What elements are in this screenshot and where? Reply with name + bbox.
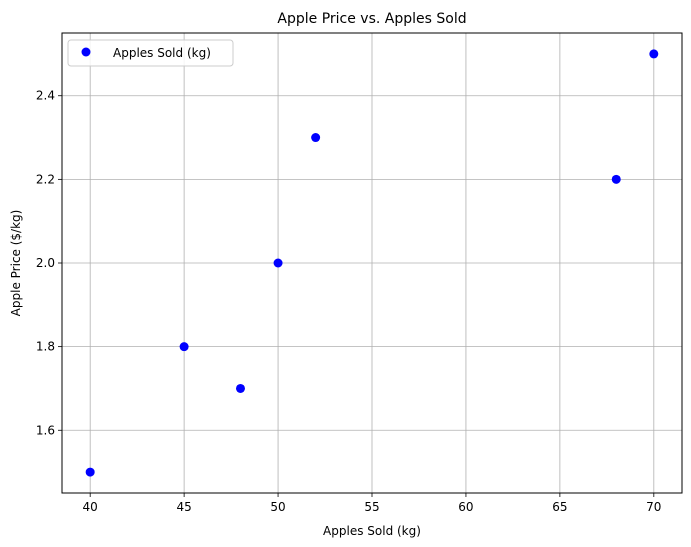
x-tick-label: 40 — [83, 500, 98, 514]
data-point — [85, 467, 95, 477]
y-tick-label: 2.2 — [36, 172, 55, 186]
x-tick-label: 60 — [458, 500, 473, 514]
x-tick-label: 45 — [176, 500, 191, 514]
data-point — [179, 342, 189, 352]
x-tick-label: 55 — [364, 500, 379, 514]
y-tick-label: 1.8 — [36, 340, 55, 354]
x-tick-label: 70 — [646, 500, 661, 514]
legend-box — [67, 39, 234, 67]
axis-ticks: 40 45 50 55 60 65 70 1.6 1.8 2.0 2.2 2.4 — [36, 89, 662, 514]
data-points — [85, 49, 659, 477]
grid-lines — [62, 33, 682, 493]
data-point — [611, 174, 621, 184]
legend-label: Apples Sold (kg) — [113, 46, 211, 60]
data-point — [273, 258, 283, 268]
data-point — [235, 383, 245, 393]
y-tick-label: 2.0 — [36, 256, 55, 270]
x-tick-label: 50 — [270, 500, 285, 514]
data-point — [649, 49, 659, 59]
legend: Apples Sold (kg) — [67, 39, 234, 67]
data-point — [311, 133, 321, 143]
chart-title: Apple Price vs. Apples Sold — [277, 11, 466, 27]
x-axis-label: Apples Sold (kg) — [323, 524, 421, 538]
legend-marker — [81, 47, 91, 57]
x-tick-label: 65 — [552, 500, 567, 514]
y-axis-label: Apple Price ($/kg) — [9, 210, 23, 317]
y-tick-label: 2.4 — [36, 89, 55, 103]
y-tick-label: 1.6 — [36, 423, 55, 437]
